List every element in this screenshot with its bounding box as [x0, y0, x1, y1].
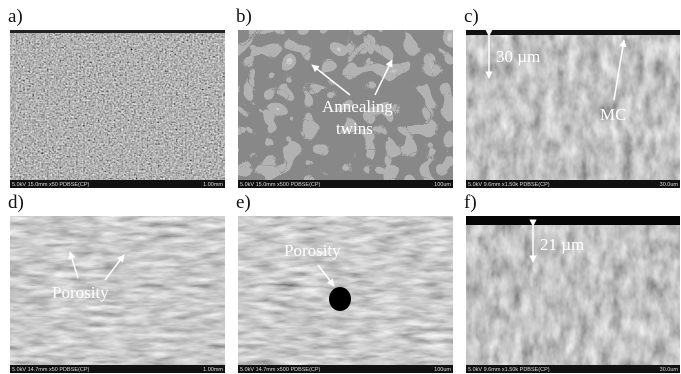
- annotation: 21 µm: [540, 235, 584, 254]
- annotation: Porosity: [284, 241, 341, 260]
- panel-label: f): [464, 192, 477, 213]
- footer-right: 1.00mm: [203, 367, 223, 373]
- panel-label: c): [464, 6, 479, 27]
- panel-label: d): [8, 192, 24, 213]
- annotation: MC: [600, 105, 626, 124]
- annotation: Porosity: [52, 283, 109, 302]
- figure: a) 5.0kV 15.0mm x50 PDBSE(CP) 1.00mm b) …: [0, 0, 681, 374]
- pore: [329, 287, 351, 311]
- panel-label: b): [236, 6, 252, 27]
- footer-left: 5.0kV 15.0mm x500 PDBSE(CP): [240, 182, 321, 188]
- panel-e: e) Porosity 5.0kV 14.7mm x500 PDBSE(CP) …: [236, 192, 453, 373]
- footer-right: 30.0um: [660, 367, 679, 373]
- panel-label: a): [8, 6, 23, 27]
- annotation: Annealing: [322, 97, 393, 116]
- footer-left: 5.0kV 9.6mm x1.50k PDBSE(CP): [468, 182, 550, 188]
- annotation: 30 µm: [496, 47, 540, 66]
- footer-left: 5.0kV 14.7mm x50 PDBSE(CP): [12, 367, 90, 373]
- panel-a: a) 5.0kV 15.0mm x50 PDBSE(CP) 1.00mm: [8, 6, 225, 188]
- micrograph: [10, 30, 225, 180]
- footer-right: 100um: [434, 182, 451, 188]
- footer-right: 100um: [434, 367, 451, 373]
- footer-left: 5.0kV 14.7mm x500 PDBSE(CP): [240, 367, 321, 373]
- micrograph: [10, 216, 225, 365]
- panel-d: d) Porosity 5.0kV 14.7mm x50 PDBSE(CP) 1…: [8, 192, 225, 373]
- footer-right: 1.00mm: [203, 182, 223, 188]
- panel-c: c) 30 µm MC 5.0kV 9.6mm x1.50k PDBSE(CP)…: [464, 6, 680, 188]
- panel-f: f) 21 µm 5.0kV 9.6mm x1.50k PDBSE(CP) 30…: [464, 192, 680, 373]
- footer-left: 5.0kV 9.6mm x1.50k PDBSE(CP): [468, 367, 550, 373]
- annotation: twins: [336, 119, 373, 138]
- footer-right: 30.0um: [660, 182, 679, 188]
- footer-left: 5.0kV 15.0mm x50 PDBSE(CP): [12, 182, 90, 188]
- panel-b: b) Annealing twins 5.0kV 15.0mm x500 PDB…: [236, 6, 453, 188]
- panel-label: e): [236, 192, 251, 213]
